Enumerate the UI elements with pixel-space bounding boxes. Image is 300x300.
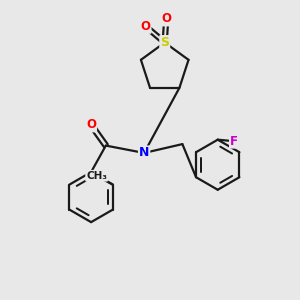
Text: S: S xyxy=(160,36,169,49)
Text: N: N xyxy=(139,146,149,159)
Text: O: O xyxy=(141,20,151,33)
Text: O: O xyxy=(161,13,171,26)
Text: O: O xyxy=(86,118,96,131)
Text: F: F xyxy=(230,135,238,148)
Text: CH₃: CH₃ xyxy=(86,171,107,181)
